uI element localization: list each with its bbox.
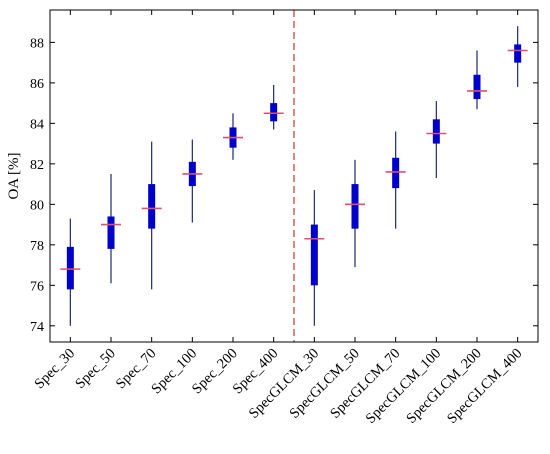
iqr-box	[392, 157, 400, 189]
iqr-box	[514, 44, 522, 63]
iqr-box	[148, 184, 156, 229]
box-SpecGLCM_30	[304, 190, 325, 326]
box-Spec_200	[223, 113, 243, 160]
boxes	[60, 26, 528, 326]
box-SpecGLCM_200	[467, 50, 487, 110]
iqr-box	[66, 246, 74, 290]
iqr-box	[473, 74, 481, 100]
y-tick-label: 88	[30, 36, 44, 51]
y-tick-label: 80	[30, 198, 44, 213]
iqr-box	[107, 216, 115, 249]
y-axis-label: OA [%]	[6, 152, 22, 199]
y-tick-label: 78	[30, 239, 44, 254]
y-tick-label: 86	[30, 77, 44, 92]
box-Spec_70	[141, 141, 162, 290]
box-Spec_50	[101, 173, 121, 284]
box-SpecGLCM_400	[507, 26, 528, 87]
iqr-box	[270, 103, 278, 122]
y-tick-label: 74	[30, 320, 44, 335]
box-Spec_30	[60, 218, 81, 326]
box-SpecGLCM_70	[385, 131, 406, 229]
y-tick-label: 84	[30, 117, 44, 132]
box-Spec_100	[182, 139, 203, 223]
plot-frame	[49, 9, 539, 343]
y-tick-label: 82	[30, 158, 44, 173]
iqr-box	[351, 184, 359, 229]
iqr-box	[432, 119, 440, 144]
y-axis: 74 76 78 80 82 84 86 88	[30, 36, 538, 335]
box-Spec_400	[263, 84, 284, 130]
box-SpecGLCM_50	[345, 159, 365, 268]
y-tick-label: 76	[30, 279, 44, 294]
iqr-box	[310, 224, 318, 286]
box-SpecGLCM_100	[426, 101, 447, 179]
